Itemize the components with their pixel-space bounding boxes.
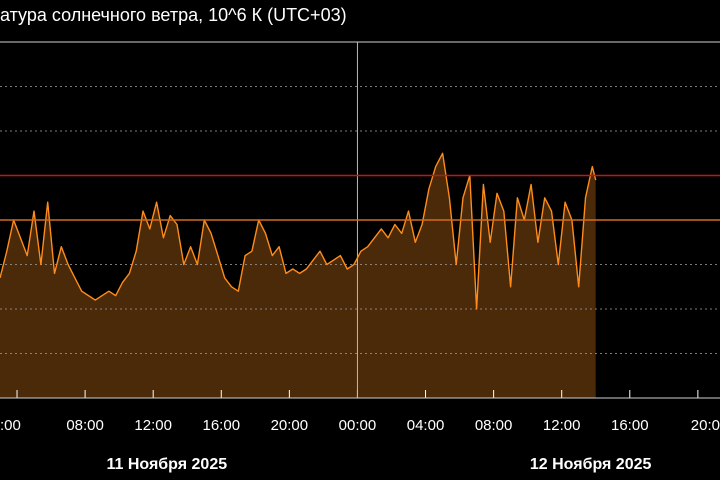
series-line (0, 152, 597, 310)
chart-title: атура солнечного ветра, 10^6 К (UTC+03) (0, 5, 347, 25)
plot-frame-layer (0, 41, 720, 399)
x-tick-label: 12:00 (543, 417, 581, 434)
x-tick-label: 20:0 (691, 417, 720, 434)
x-tick-label: 00:00 (339, 417, 377, 434)
threshold-layer (0, 174, 720, 221)
x-tick-labels: :00 08:00 12:00 16:00 20:00 00:00 04:00 08:00 12… (0, 417, 720, 434)
x-tick-label: 08:00 (475, 417, 513, 434)
x-tick-label: 12:00 (134, 417, 172, 434)
x-tick-label: 08:00 (66, 417, 104, 434)
x-tick-label: :00 (0, 417, 21, 434)
series-line-layer (0, 152, 597, 310)
x-tick-label: 16:00 (611, 417, 649, 434)
day-label: 11 Ноября 2025 (106, 456, 227, 473)
x-tick-label: 20:00 (271, 417, 309, 434)
day-labels: 11 Ноября 2025 12 Ноября 2025 (106, 456, 651, 473)
series-fill-layer (0, 153, 596, 398)
x-tick-label: 16:00 (203, 417, 241, 434)
x-tick-label: 04:00 (407, 417, 445, 434)
day-label: 12 Ноября 2025 (530, 456, 652, 473)
series-fill-area (0, 153, 596, 398)
